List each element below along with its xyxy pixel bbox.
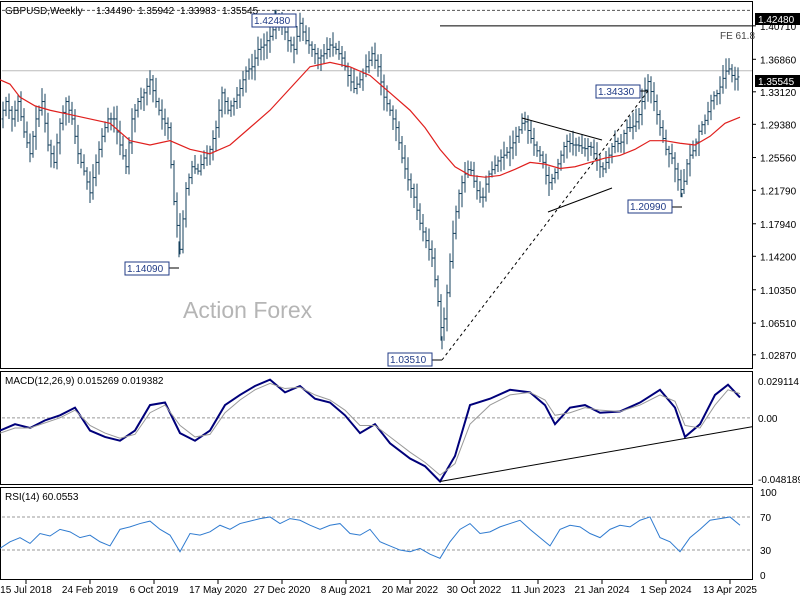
date-tick-label: 13 Apr 2025 — [703, 585, 757, 596]
svg-text:1.35545: 1.35545 — [758, 77, 795, 88]
date-tick-label: 27 Dec 2020 — [254, 585, 311, 596]
label-low-2025: 1.20990 — [627, 199, 673, 214]
date-tick-label: 30 Oct 2022 — [447, 585, 502, 596]
date-tick-label: 15 Jul 2018 — [0, 585, 52, 596]
rsi-panel-frame — [0, 487, 753, 580]
price-panel-title: GBPUSD,Weekly — [5, 6, 83, 17]
macd-panel-frame — [0, 371, 753, 485]
price-y-tick-label: 1.36860 — [760, 55, 797, 66]
price-y-tick-label: 1.33120 — [760, 88, 797, 99]
triangle-upper-line — [521, 117, 603, 141]
svg-text:1.34330: 1.34330 — [598, 87, 635, 98]
price-y-tick-label: 1.21790 — [760, 186, 797, 197]
date-tick-label: 20 Mar 2022 — [382, 585, 439, 596]
ohlc-high: 1.35942 — [138, 6, 175, 17]
ohlc-close: 1.35545 — [222, 6, 259, 17]
rsi-plot — [0, 516, 752, 559]
macd-y-tick-label: 0.00 — [758, 414, 778, 425]
date-tick-label: 1 Sep 2024 — [640, 585, 692, 596]
price-y-tick-label: 1.02870 — [760, 351, 797, 362]
label-low-2020: 1.14090 — [124, 261, 170, 276]
label-high-2021: 1.42480 — [251, 13, 297, 28]
price-y-tick-label: 1.10350 — [760, 286, 797, 297]
watermark: Action Forex — [183, 297, 313, 323]
date-tick-label: 8 Aug 2021 — [321, 585, 372, 596]
date-tick-label: 24 Feb 2019 — [62, 585, 119, 596]
rsi-y-tick-label: 70 — [760, 513, 772, 524]
macd-y-tick-label: 0.029114 — [758, 377, 799, 388]
macd-plot — [0, 378, 753, 484]
date-tick-label: 17 May 2020 — [189, 585, 247, 596]
rsi-y-tick-label: 100 — [760, 488, 777, 499]
price-y-tick-label: 1.06510 — [760, 319, 797, 330]
macd-series-macd — [0, 378, 741, 484]
top-level-tag: 1.42480 — [755, 13, 800, 26]
date-tick-label: 11 Jun 2023 — [511, 585, 566, 596]
date-tick-label: 6 Oct 2019 — [130, 585, 179, 596]
svg-text:1.03510: 1.03510 — [390, 355, 427, 366]
label-low-2022: 1.03510 — [387, 352, 433, 367]
macd-series-signal — [0, 382, 741, 476]
svg-text:1.42480: 1.42480 — [254, 16, 291, 27]
axes: 1.40710 1.36860 1.33120 1.29380 1.25560 1.217… — [0, 22, 800, 596]
current-price-tag: 1.35545 — [755, 75, 800, 88]
svg-text:1.20990: 1.20990 — [630, 202, 667, 213]
rsi-panel-title: RSI(14) 60.0553 — [5, 492, 79, 503]
fe-618-label: FE 61.8 — [720, 31, 755, 42]
price-plot — [0, 9, 752, 361]
rsi-y-tick-label: 0 — [760, 571, 766, 582]
macd-panel-title: MACD(12,26,9) 0.015269 0.019382 — [5, 376, 164, 387]
rsi-y-tick-label: 30 — [760, 546, 772, 557]
svg-text:1.42480: 1.42480 — [758, 15, 795, 26]
svg-text:1.14090: 1.14090 — [127, 264, 164, 275]
price-y-tick-label: 1.29380 — [760, 120, 797, 131]
ohlc-open: 1.34490 — [96, 6, 133, 17]
price-y-tick-label: 1.17940 — [760, 220, 797, 231]
price-y-tick-label: 1.40710 — [760, 22, 797, 33]
rsi-series-line — [0, 516, 741, 559]
dashed-trend-line — [441, 90, 649, 361]
price-y-tick-label: 1.14200 — [760, 252, 797, 263]
price-y-tick-label: 1.25560 — [760, 154, 797, 165]
label-high-2024: 1.34330 — [595, 84, 641, 99]
macd-y-tick-label: -0.048189 — [758, 475, 800, 486]
price-panel-frame — [0, 1, 753, 369]
moving-average-line — [0, 61, 741, 178]
macd-trend-line — [439, 426, 753, 482]
triangle-lower-line — [547, 187, 613, 213]
ohlc-low: 1.33983 — [180, 6, 217, 17]
date-tick-label: 21 Jan 2024 — [574, 585, 629, 596]
